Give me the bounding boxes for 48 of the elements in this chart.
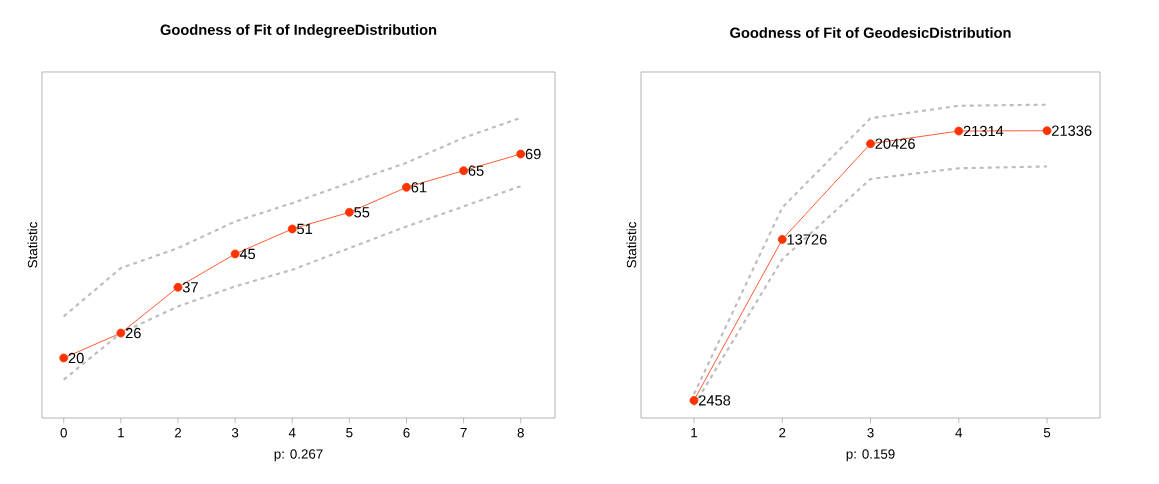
x-tick-label: 5 [346, 428, 353, 438]
x-tick-label: 8 [517, 428, 524, 438]
point [344, 207, 354, 217]
point [173, 282, 183, 292]
y-axis-title: Statistic [27, 222, 38, 268]
point [954, 126, 964, 136]
data-label: 37 [182, 282, 198, 293]
x-tick-label: 1 [118, 428, 124, 438]
data-label: 20426 [875, 138, 915, 149]
chart-title: Goodness of Fit of GeodesicDistribution [730, 27, 1011, 38]
point [689, 395, 699, 405]
x-tick-label: 3 [867, 428, 874, 438]
x-tick-label: 2 [779, 428, 786, 438]
data-label: 69 [525, 148, 541, 160]
data-label: 21314 [963, 125, 1004, 137]
point [116, 328, 126, 338]
data-label: 61 [411, 182, 427, 193]
x-tick-label: 5 [1043, 428, 1051, 438]
data-label: 13726 [787, 234, 827, 245]
data-label: 65 [468, 165, 484, 176]
data-label: 20 [68, 352, 84, 364]
data-label: 51 [297, 223, 313, 235]
point [287, 224, 297, 234]
point [777, 235, 787, 244]
x-tick-label: 6 [403, 428, 410, 438]
point [516, 149, 526, 159]
x-axis-title: p: 0.267 [274, 449, 323, 462]
data-label: 26 [125, 327, 141, 339]
x-tick-label: 0 [60, 428, 67, 438]
x-tick-label: 3 [231, 428, 239, 438]
point [1042, 126, 1052, 136]
point [866, 139, 875, 149]
x-tick-label: 4 [955, 428, 963, 438]
x-tick-label: 1 [691, 428, 698, 438]
point [459, 166, 469, 176]
data-label: 55 [354, 207, 370, 218]
point [402, 182, 411, 192]
data-label: 21336 [1052, 125, 1092, 136]
data-label: 2458 [698, 395, 731, 406]
point [230, 249, 240, 259]
chart-title: Goodness of Fit of IndegreeDistribution [160, 24, 437, 38]
point [59, 353, 69, 363]
x-tick-label: 4 [288, 428, 296, 438]
y-axis-title: Statistic [626, 222, 637, 268]
x-tick-label: 2 [174, 428, 182, 438]
data-label: 45 [239, 248, 256, 260]
x-axis-title: p: 0.159 [846, 449, 895, 462]
x-tick-label: 7 [460, 428, 467, 438]
